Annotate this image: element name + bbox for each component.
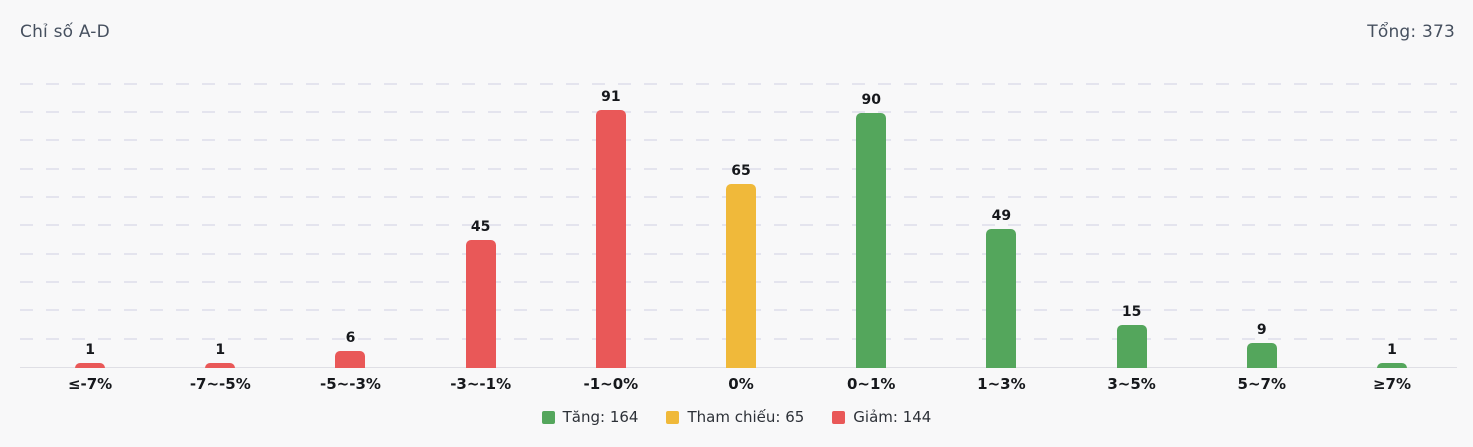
x-axis-labels: ≤-7% -7~-5% -5~-3% -3~-1% -1~0% 0% 0~1% 1~3% 3~5… xyxy=(25,375,1457,393)
bar-slot: 6 xyxy=(285,70,415,368)
bar-slot: 9 xyxy=(1197,70,1327,368)
x-axis-label: 0% xyxy=(728,375,754,393)
bar-value-label: 1 xyxy=(85,342,95,358)
bar-slot: 65 xyxy=(676,70,806,368)
bar-slot: 49 xyxy=(936,70,1066,368)
x-axis-label: ≤-7% xyxy=(67,375,113,393)
bar-value-label: 49 xyxy=(991,208,1012,225)
gridline-90 xyxy=(20,110,1457,113)
gridline-70 xyxy=(20,167,1457,170)
chart-bar-up[interactable]: 90 xyxy=(856,92,887,368)
legend-item-down[interactable]: Giảm: 144 xyxy=(832,408,931,426)
legend-label: Tăng: 164 xyxy=(562,408,639,426)
chart-legend: Tăng: 164 Tham chiếu: 65 Giảm: 144 xyxy=(0,408,1473,426)
legend-item-reference[interactable]: Tham chiếu: 65 xyxy=(666,408,804,426)
bar-value-label: 6 xyxy=(345,330,356,346)
gridline-100 xyxy=(20,82,1457,85)
bar-value-label: 90 xyxy=(861,91,881,108)
x-axis-label: 0~1% xyxy=(846,375,896,393)
bar-slot: 15 xyxy=(1067,70,1197,368)
bar-value-label: 1 xyxy=(1387,342,1397,358)
chart-bar-up[interactable]: 15 xyxy=(1116,304,1147,368)
chart-title: Chỉ số A-D xyxy=(20,22,110,42)
legend-marker-reference xyxy=(666,410,680,424)
bar-value-label: 91 xyxy=(601,89,621,106)
x-axis-label: -3~-1% xyxy=(450,375,512,393)
bar-slot: 91 xyxy=(546,70,676,368)
legend-label: Tham chiếu: 65 xyxy=(687,408,805,426)
x-axis-label: -1~0% xyxy=(583,375,639,393)
chart-bar-down[interactable]: 91 xyxy=(595,89,626,368)
chart-bar-down[interactable]: 1 xyxy=(75,342,106,368)
chart-bar-down[interactable]: 1 xyxy=(205,342,236,368)
x-axis-label: 5~7% xyxy=(1237,375,1287,393)
bar-slot: 45 xyxy=(416,70,546,368)
chart-bar-reference[interactable]: 65 xyxy=(726,163,757,368)
x-axis-label: ≥7% xyxy=(1372,375,1411,393)
gridline-80 xyxy=(20,139,1457,142)
x-axis-label: -7~-5% xyxy=(189,375,251,393)
legend-marker-down xyxy=(832,410,846,424)
total-count-badge: Tổng: 373 xyxy=(1367,22,1455,42)
x-axis-label: 1~3% xyxy=(977,375,1026,393)
bar-value-label: 65 xyxy=(731,162,751,179)
x-axis-label: -5~-3% xyxy=(320,375,381,393)
chart-bar-up[interactable]: 1 xyxy=(1376,342,1407,368)
chart-header: Chỉ số A-D Tổng: 373 xyxy=(0,0,1473,50)
plot-area: 1 1 6 45 91 65 90 49 15 9 1 xyxy=(20,70,1457,368)
bar-slot: 1 xyxy=(155,70,285,368)
bar-value-label: 1 xyxy=(215,342,226,358)
bar-slot: 1 xyxy=(25,70,155,368)
legend-label: Giảm: 144 xyxy=(853,408,932,426)
bar-value-label: 15 xyxy=(1121,304,1142,321)
bar-value-label: 9 xyxy=(1256,321,1267,338)
chart-bar-down[interactable]: 6 xyxy=(335,330,366,368)
chart-bar-up[interactable]: 49 xyxy=(986,208,1017,368)
legend-marker-up xyxy=(541,410,555,424)
bar-value-label: 45 xyxy=(470,219,491,236)
legend-item-up[interactable]: Tăng: 164 xyxy=(541,408,639,426)
bar-slot: 90 xyxy=(806,70,936,368)
chart-bar-down[interactable]: 45 xyxy=(465,219,496,368)
x-axis-label: 3~5% xyxy=(1107,375,1156,393)
chart-bar-up[interactable]: 9 xyxy=(1246,322,1277,368)
bar-slot: 1 xyxy=(1327,70,1457,368)
bars-container: 1 1 6 45 91 65 90 49 15 9 1 xyxy=(25,70,1457,368)
